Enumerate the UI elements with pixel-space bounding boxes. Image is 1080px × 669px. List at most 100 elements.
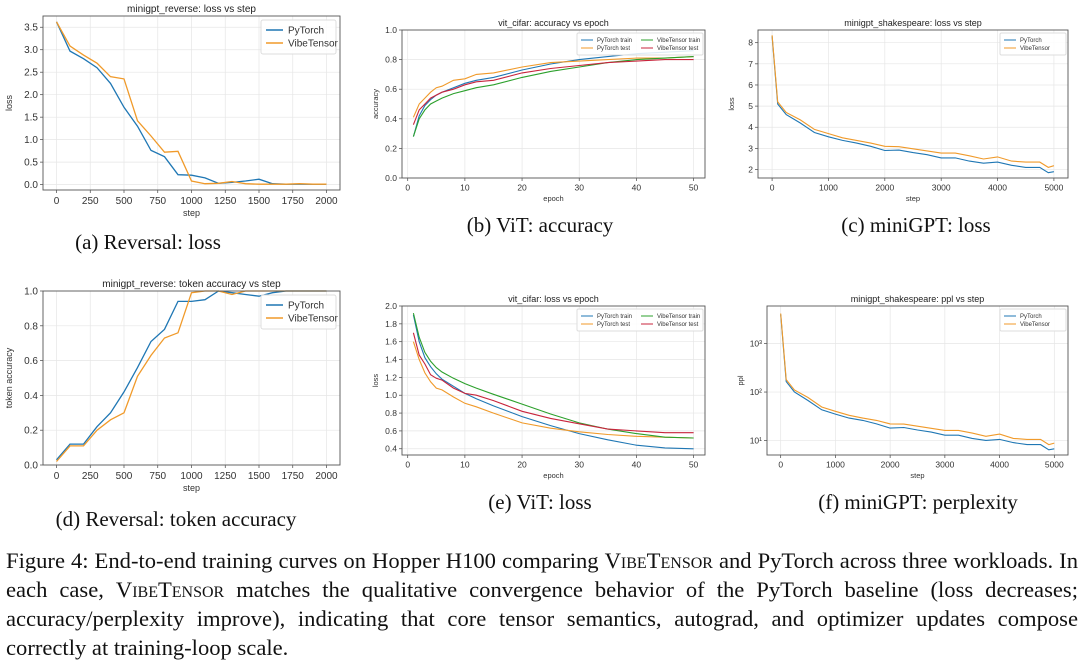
chart-4: 0 10 20 30 40 50 0.4 0.6 0.8 1.0 1.2 1.4 1.6 1.8 2.0 vi… xyxy=(371,294,706,480)
y-tick-label: 1.0 xyxy=(24,135,38,146)
caption-text: matches the qualitative convergence beha… xyxy=(6,577,1078,660)
legend-label: PyTorch xyxy=(288,26,324,37)
x-tick-label: 2000 xyxy=(315,471,338,482)
y-tick-label: 2.0 xyxy=(385,301,397,311)
x-tick-label: 30 xyxy=(574,460,584,470)
x-axis-label: step xyxy=(910,471,924,480)
y-tick-label: 0.6 xyxy=(385,84,397,94)
x-tick-label: 2000 xyxy=(875,183,894,193)
legend-box xyxy=(576,32,704,56)
figure-caption: Figure 4: End-to-end training curves on … xyxy=(6,546,1078,662)
y-axis-label: loss xyxy=(371,374,380,388)
subcaption-d: (d) Reversal: token accuracy xyxy=(55,507,297,531)
plot-frame xyxy=(42,15,341,191)
y-tick-label: 3 xyxy=(748,143,753,153)
plot-frame xyxy=(766,305,1069,456)
y-tick-label: 1.6 xyxy=(385,337,397,347)
legend-label: VibeTensor xyxy=(288,39,339,50)
y-tick-label: 10³ xyxy=(750,339,762,349)
y-tick-label: 8 xyxy=(748,38,753,48)
x-tick-label: 1750 xyxy=(282,196,305,207)
y-tick-label: 0.4 xyxy=(385,114,397,124)
caption-text: and PyTorch across three workloads. In e… xyxy=(6,548,1078,602)
x-axis-label: epoch xyxy=(543,194,563,203)
plot-frame xyxy=(757,29,1069,179)
y-tick-label: 1.4 xyxy=(385,355,397,365)
chart-0: 0 250 500 750 1000 1250 1500 1750 2000 0.0 0.5 1.0 1… xyxy=(4,4,341,218)
series-line-vibetensor-test xyxy=(412,332,694,434)
y-tick-label: 2 xyxy=(748,165,753,175)
caption-name: VibeTensor xyxy=(604,548,713,573)
x-tick-label: 0 xyxy=(778,460,783,470)
x-tick-label: 1750 xyxy=(282,471,305,482)
series-line-vibetensor xyxy=(771,35,1055,168)
x-axis-label: step xyxy=(906,194,920,203)
x-tick-label: 0 xyxy=(54,471,60,482)
chart-title: vit_cifar: loss vs epoch xyxy=(508,294,599,304)
subcaption-a: (a) Reversal: loss xyxy=(75,230,221,254)
y-tick-label: 1.8 xyxy=(385,319,397,329)
caption-name: VibeTensor xyxy=(115,577,225,602)
y-axis-label: token accuracy xyxy=(4,347,14,408)
y-tick-label: 0.8 xyxy=(385,408,397,418)
series-line-pytorch-train xyxy=(412,50,694,137)
y-tick-label: 5 xyxy=(748,101,753,111)
y-tick-label: 6 xyxy=(748,80,753,90)
x-tick-label: 20 xyxy=(517,460,527,470)
legend-label: VibeTensor xyxy=(1020,322,1050,328)
legend-box xyxy=(999,32,1067,56)
x-axis-label: epoch xyxy=(543,471,563,480)
x-tick-label: 1250 xyxy=(214,471,237,482)
legend: PyTorch VibeTensor xyxy=(999,32,1067,56)
series-line-pytorch-test xyxy=(412,341,694,439)
legend-box xyxy=(576,308,704,332)
x-axis-label: step xyxy=(183,483,200,493)
legend-label: PyTorch xyxy=(1020,38,1042,44)
legend-label: VibeTensor test xyxy=(657,322,699,328)
x-tick-label: 0 xyxy=(54,196,60,207)
y-axis-label: loss xyxy=(4,95,14,112)
y-axis-label: accuracy xyxy=(371,89,380,119)
legend-box xyxy=(260,294,337,330)
x-tick-label: 1500 xyxy=(248,196,271,207)
legend-label: PyTorch xyxy=(1020,314,1042,320)
y-tick-label: 2.5 xyxy=(24,68,38,79)
x-tick-label: 250 xyxy=(82,471,99,482)
x-tick-label: 5000 xyxy=(1045,460,1064,470)
legend-label: PyTorch test xyxy=(597,46,630,52)
legend: PyTorch VibeTensor xyxy=(260,19,339,55)
y-tick-label: 3.5 xyxy=(24,23,38,34)
chart-5: 0 1000 2000 3000 4000 5000 10¹ 10² 10³ minigpt_sh… xyxy=(736,294,1069,480)
x-tick-label: 40 xyxy=(632,460,642,470)
x-tick-label: 1250 xyxy=(214,196,237,207)
y-tick-label: 0.0 xyxy=(24,180,38,191)
series-line-vibetensor-test xyxy=(412,59,694,125)
chart-3: 0 250 500 750 1000 1250 1500 1750 2000 0.0 0.2 0.4 0… xyxy=(4,279,341,493)
subcaption-b: (b) ViT: accuracy xyxy=(466,213,614,237)
legend-label: VibeTensor xyxy=(288,314,339,325)
x-tick-label: 40 xyxy=(632,183,642,193)
y-tick-label: 1.5 xyxy=(24,113,38,124)
chart-title: minigpt_shakespeare: loss vs step xyxy=(844,18,982,28)
y-tick-label: 3.0 xyxy=(24,45,38,56)
y-tick-label: 0.4 xyxy=(385,444,397,454)
y-tick-label: 0.2 xyxy=(24,426,38,437)
x-tick-label: 50 xyxy=(689,460,699,470)
x-tick-label: 0 xyxy=(770,183,775,193)
x-tick-label: 1500 xyxy=(248,471,271,482)
y-tick-label: 0.6 xyxy=(385,426,397,436)
x-tick-label: 30 xyxy=(574,183,584,193)
legend: PyTorch VibeTensor xyxy=(999,308,1067,332)
legend-box xyxy=(999,308,1067,332)
y-tick-label: 1.0 xyxy=(385,390,397,400)
y-tick-label: 1.0 xyxy=(24,287,38,298)
y-tick-label: 10¹ xyxy=(750,435,762,445)
legend-label: VibeTensor test xyxy=(657,46,699,52)
x-tick-label: 10 xyxy=(460,460,470,470)
chart-2: 0 1000 2000 3000 4000 5000 2 3 4 5 6 7 8 minigpt_shak… xyxy=(727,18,1069,203)
legend-label: PyTorch train xyxy=(597,314,632,320)
x-tick-label: 50 xyxy=(689,183,699,193)
x-tick-label: 3000 xyxy=(932,183,951,193)
legend-label: PyTorch xyxy=(288,301,324,312)
chart-title: minigpt_shakespeare: ppl vs step xyxy=(851,294,985,304)
